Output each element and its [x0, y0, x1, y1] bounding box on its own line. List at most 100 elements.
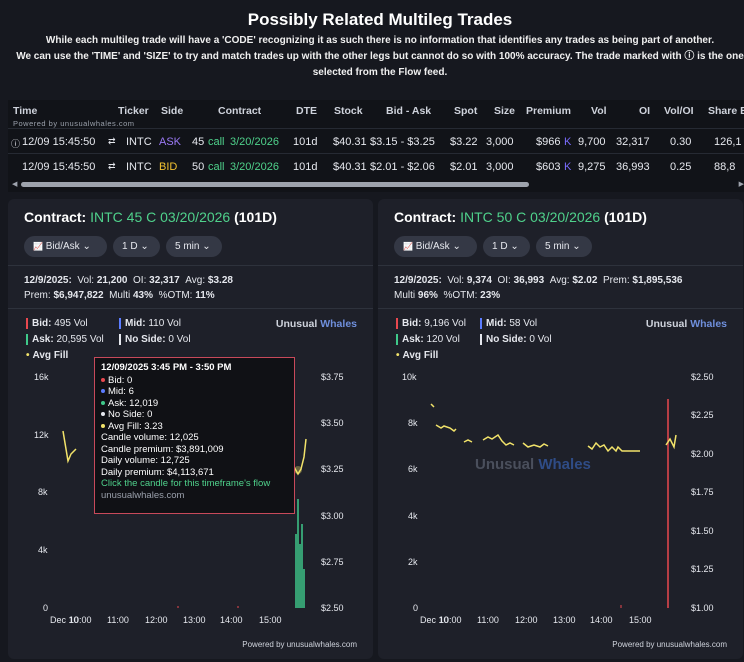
row-premium: $603	[536, 161, 561, 173]
chart-type-select[interactable]: 📈 Bid/Ask ⌄	[394, 236, 477, 257]
col-stock[interactable]: Stock	[334, 105, 363, 117]
y-tick-right: $2.25	[691, 410, 714, 420]
legend-avg-fill[interactable]: Avg Fill	[396, 350, 439, 361]
table-powered: Powered by unusualwhales.com	[13, 119, 135, 128]
x-tick: 11:00	[477, 615, 499, 625]
legend-bid[interactable]: Bid: 495 Vol	[26, 318, 88, 329]
x-tick: 14:00	[590, 615, 613, 625]
tooltip-click-hint[interactable]: Click the candle for this timeframe's fl…	[101, 478, 271, 489]
col-vol[interactable]: Vol	[591, 105, 607, 117]
row-size: 3,000	[486, 136, 514, 148]
row-vol-oi: 0.25	[670, 161, 692, 173]
scrollbar-thumb[interactable]	[21, 182, 529, 187]
description-line-2: We can use the 'TIME' and 'SIZE' to try …	[16, 51, 744, 62]
tooltip-daily-premium: Daily premium: $4,113,671	[101, 466, 214, 478]
col-contract[interactable]: Contract	[218, 105, 262, 117]
y-tick-left: 10k	[402, 372, 417, 382]
table-row[interactable]: ⓘ 12/09 15:45:50 ⇄ INTC ASK 45 call 3/20…	[8, 128, 744, 154]
contract-label: Contract:	[24, 209, 87, 225]
range-select[interactable]: 1 D ⌄	[483, 236, 530, 257]
y-tick-left: 0	[43, 603, 49, 613]
y-tick-left: 4k	[408, 511, 418, 521]
contract-panel-2: Contract: INTC 50 C 03/20/2026 (101D) 📈 …	[378, 199, 743, 659]
chart-canvas[interactable]	[8, 199, 373, 659]
powered-by: Powered by unusualwhales.com	[612, 640, 727, 649]
col-size[interactable]: Size	[494, 105, 516, 117]
avg-fill-line	[463, 439, 473, 443]
legend-ask[interactable]: Ask: 20,595 Vol	[26, 334, 104, 345]
scroll-left-icon[interactable]: ◀	[12, 181, 18, 188]
col-vol-oi[interactable]: Vol/OI	[664, 105, 694, 117]
trades-table: Time Ticker Side Contract DTE Stock Bid …	[8, 100, 744, 192]
row-time: 12/09 15:45:50	[22, 161, 96, 173]
legend-mid[interactable]: Mid: 110 Vol	[119, 318, 181, 329]
row-oi: 36,993	[616, 161, 650, 173]
horizontal-scrollbar[interactable]: ◀ ▶	[12, 180, 744, 188]
contract-title: Contract: INTC 50 C 03/20/2026 (101D)	[394, 209, 647, 225]
contract-name[interactable]: INTC 50 C 03/20/2026	[460, 209, 601, 225]
col-ticker[interactable]: Ticker	[118, 105, 149, 117]
scroll-right-icon[interactable]: ▶	[738, 181, 744, 188]
tooltip-title: 12/09/2025 3:45 PM - 3:50 PM	[101, 362, 232, 373]
contract-panel-1: Contract: INTC 45 C 03/20/2026 (101D) 📈 …	[8, 199, 373, 659]
col-oi[interactable]: OI	[639, 105, 651, 117]
avg-fill-line	[587, 441, 640, 453]
contract-name[interactable]: INTC 45 C 03/20/2026	[90, 209, 231, 225]
interval-select[interactable]: 5 min ⌄	[166, 236, 222, 257]
y-tick-right: $3.50	[321, 418, 344, 428]
row-strike: 45	[192, 136, 205, 148]
col-side[interactable]: Side	[161, 105, 184, 117]
row-exp: 3/20/2026	[230, 136, 279, 148]
chart-watermark: Unusual Whales	[475, 456, 591, 473]
tooltip-candle-volume: Candle volume: 12,025	[101, 432, 199, 443]
tooltip-avg-fill: Avg Fill: 3.23	[101, 421, 288, 433]
y-tick-right: $2.00	[691, 449, 714, 459]
stats-line-2: Multi 96% %OTM: 23%	[394, 290, 501, 301]
col-bid-ask[interactable]: Bid - Ask	[386, 105, 432, 117]
col-time[interactable]: Time	[13, 105, 38, 117]
divider	[8, 308, 373, 309]
col-premium[interactable]: Premium	[526, 105, 571, 117]
col-share[interactable]: Share E	[708, 105, 744, 117]
y-tick-right: $1.25	[691, 564, 714, 574]
range-select[interactable]: 1 D ⌄	[113, 236, 160, 257]
legend-mid[interactable]: Mid: 58 Vol	[480, 318, 537, 329]
row-bid-ask: $3.15 - $3.25	[370, 136, 435, 148]
interval-select[interactable]: 5 min ⌄	[536, 236, 592, 257]
y-tick-right: $1.50	[691, 526, 714, 536]
link-icon[interactable]: ⇄	[108, 161, 116, 171]
col-spot[interactable]: Spot	[454, 105, 478, 117]
col-dte[interactable]: DTE	[296, 105, 317, 117]
row-premium-unit: K	[564, 161, 572, 173]
avg-fill-line	[430, 403, 435, 408]
row-vol-oi: 0.30	[670, 136, 692, 148]
x-tick: 12:00	[145, 615, 168, 625]
row-bid-ask: $2.01 - $2.06	[370, 161, 435, 173]
tooltip-ask: Ask: 12,019	[101, 398, 288, 410]
range-label: 1 D	[122, 241, 138, 252]
description: While each multileg trade will have a 'C…	[0, 33, 744, 81]
contract-label: Contract:	[394, 209, 457, 225]
y-tick-left: 2k	[408, 557, 418, 567]
link-icon[interactable]: ⇄	[108, 136, 116, 146]
chevron-down-icon: ⌄	[82, 241, 91, 252]
legend-avg-fill[interactable]: Avg Fill	[26, 350, 69, 361]
chart-type-select[interactable]: 📈 Bid/Ask ⌄	[24, 236, 107, 257]
legend-bid[interactable]: Bid: 9,196 Vol	[396, 318, 466, 329]
legend-ask[interactable]: Ask: 120 Vol	[396, 334, 460, 345]
avg-fill-line	[665, 434, 677, 450]
legend-no-side[interactable]: No Side: 0 Vol	[119, 334, 191, 345]
contract-dte: (101D)	[234, 209, 277, 225]
interval-label: 5 min	[545, 241, 570, 252]
row-vol: 9,700	[578, 136, 606, 148]
row-strike: 50	[192, 161, 205, 173]
y-tick-right: $2.50	[321, 603, 344, 613]
chart-canvas[interactable]	[378, 199, 743, 659]
row-ticker: INTC	[126, 136, 152, 148]
legend-no-side[interactable]: No Side: 0 Vol	[480, 334, 552, 345]
y-tick-right: $3.00	[321, 511, 344, 521]
table-row[interactable]: 12/09 15:45:50 ⇄ INTC BID 50 call 3/20/2…	[8, 153, 744, 179]
stats-line-1: 12/9/2025: Vol: 9,374 OI: 36,993 Avg: $2…	[394, 275, 683, 286]
y-tick-left: 12k	[34, 430, 49, 440]
x-tick: 10:00	[69, 615, 92, 625]
